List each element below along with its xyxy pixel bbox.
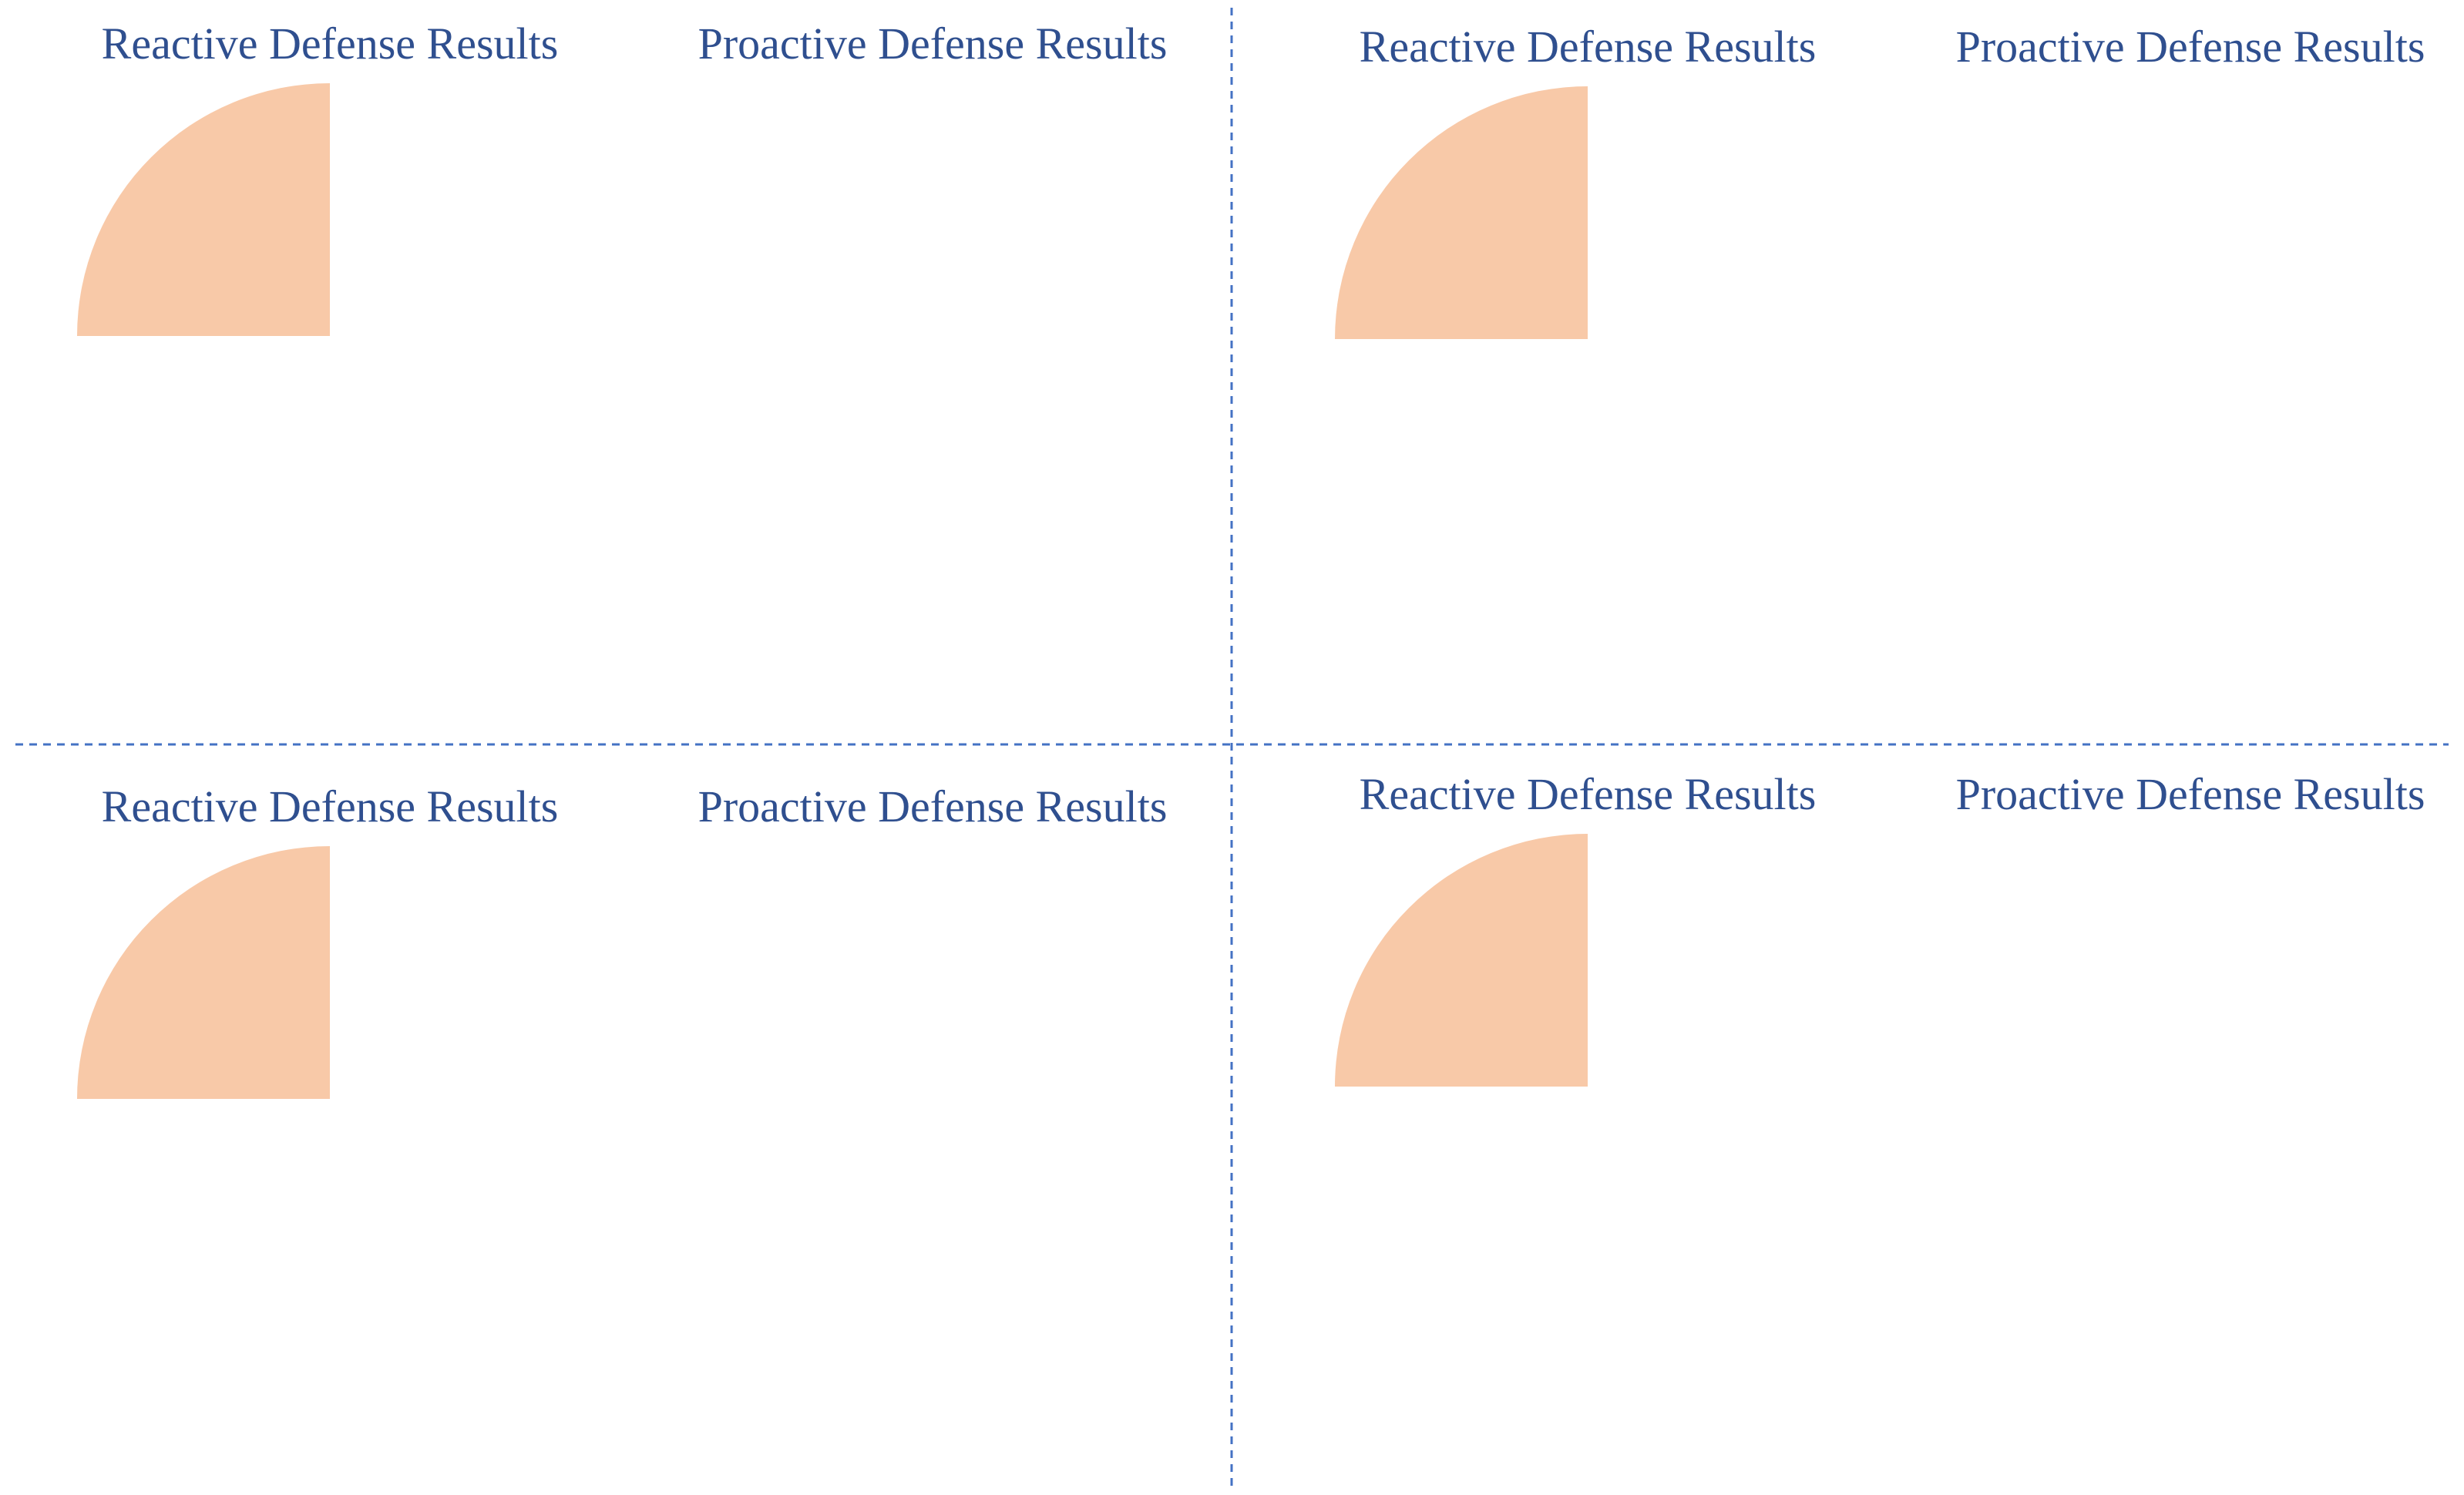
proactive-title: Proactive Defense Results: [1956, 769, 2425, 819]
proactive-title: Proactive Defense Results: [1956, 22, 2425, 72]
quadrant-tp: TP 381 TN 374 39 FN 46 FP 420 Adversaria…: [77, 83, 330, 336]
proactive-title: Proactive Defense Results: [698, 18, 1168, 69]
panel-cw: Reactive Defense Results Proactive Defen…: [1335, 769, 2425, 1087]
reactive-title: Reactive Defense Results: [102, 18, 559, 69]
panel-pgd: Reactive Defense Results Proactive Defen…: [77, 781, 1167, 1099]
quadrant-tp: TP 372 TN 365 48 FN 55 FP 420 Adversaria…: [77, 846, 330, 1099]
proactive-title: Proactive Defense Results: [698, 781, 1168, 831]
quadrant-tp: TP 325 TN 366 95 FN 54 FP 420 Adversaria…: [1335, 834, 1588, 1087]
reactive-title: Reactive Defense Results: [1360, 769, 1817, 819]
quadrant-tp: TP 314 TN 351 106 FN 69 FP 420 Adversari…: [1335, 86, 1588, 339]
reactive-title: Reactive Defense Results: [102, 781, 559, 831]
reactive-title: Reactive Defense Results: [1360, 22, 1817, 72]
panel-deepfool: Reactive Defense Results Proactive Defen…: [1335, 22, 2425, 339]
panel-fgsm: Reactive Defense Results Proactive Defen…: [77, 18, 1167, 336]
